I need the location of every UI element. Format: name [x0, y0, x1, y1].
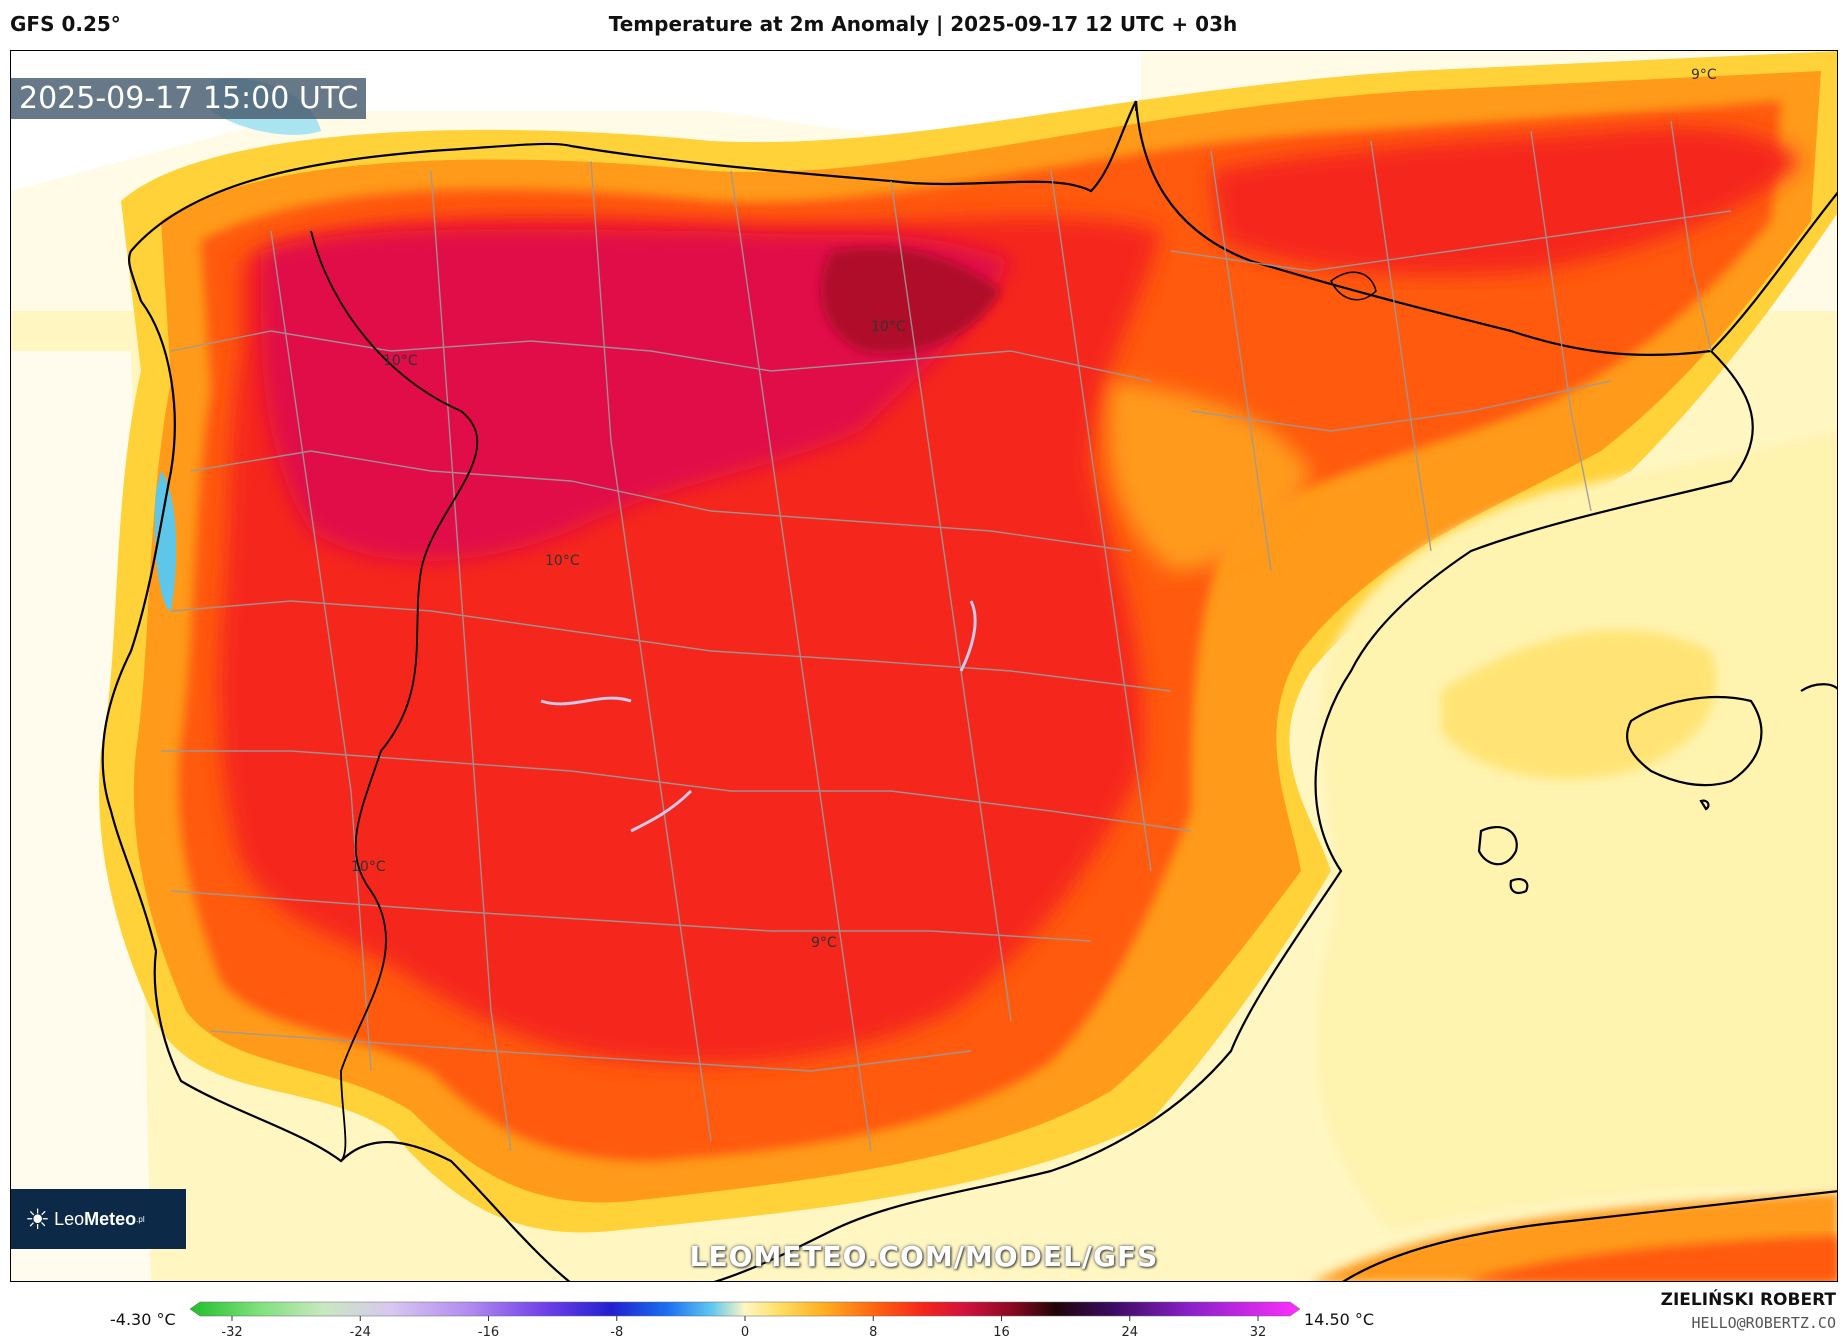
- colorbar-tick-label: -16: [478, 1325, 499, 1338]
- colorbar-tick-label: 24: [1121, 1325, 1138, 1338]
- river: [959, 600, 977, 672]
- logo-text-meteo: Meteo: [84, 1208, 137, 1229]
- map-title: Temperature at 2m Anomaly | 2025-09-17 1…: [608, 12, 1238, 36]
- leometeo-logo[interactable]: ☀ Leo Meteo .pl: [11, 1189, 186, 1249]
- colorbar-tick-label: 8: [869, 1325, 877, 1338]
- mediterranean-sea: [1315, 431, 1837, 1231]
- logo-text-leo: Leo: [54, 1208, 85, 1229]
- colorbar: -32 -24 -16 -8 0 8 16 24 32: [189, 1300, 1301, 1342]
- sun-icon: ☀: [25, 1203, 51, 1235]
- author-name: ZIELIŃSKI ROBERT: [1660, 1290, 1836, 1310]
- spain-portugal-border: [310, 230, 478, 1162]
- contour-label: 9°C: [1691, 67, 1717, 83]
- contour-label: 10°C: [871, 319, 906, 335]
- temperature-anomaly-map: [11, 51, 1837, 1281]
- contour-label: 10°C: [383, 353, 418, 369]
- admin-borders: [161, 120, 1732, 1152]
- river: [540, 696, 632, 706]
- colorbar-gradient: [189, 1301, 1301, 1317]
- author-email[interactable]: HELLO@ROBERTZ.CO: [1691, 1314, 1837, 1332]
- colorbar-max-label: 14.50 °C: [1304, 1310, 1375, 1329]
- valid-time-label: 2025-09-17 15:00 UTC: [11, 78, 367, 119]
- colorbar-tick-label: -24: [350, 1325, 371, 1338]
- river: [630, 789, 693, 833]
- colorbar-tick-label: -8: [610, 1325, 623, 1338]
- cool-anomaly-spot: [154, 471, 177, 611]
- colorbar-tick-label: 32: [1250, 1325, 1267, 1338]
- colorbar-tick-label: 0: [741, 1325, 749, 1338]
- contour-label: 10°C: [545, 553, 580, 569]
- contour-label: 9°C: [811, 935, 837, 951]
- model-label: GFS 0.25°: [10, 12, 121, 36]
- colorbar-min-label: -4.30 °C: [110, 1310, 176, 1329]
- site-watermark: LEOMETEO.COM/MODEL/GFS: [689, 1240, 1159, 1273]
- land-heat-field: [99, 51, 1837, 1281]
- colorbar-tick-label: -32: [221, 1325, 242, 1338]
- andorra-outline: [1330, 271, 1377, 301]
- coastline: [101, 100, 1837, 1281]
- map-panel[interactable]: 2025-09-17 15:00 UTC 9°C 10°C 10°C 10°C …: [10, 50, 1838, 1282]
- contour-label: 10°C: [351, 859, 386, 875]
- logo-suffix: .pl: [136, 1214, 145, 1224]
- colorbar-tick-label: 16: [993, 1325, 1010, 1338]
